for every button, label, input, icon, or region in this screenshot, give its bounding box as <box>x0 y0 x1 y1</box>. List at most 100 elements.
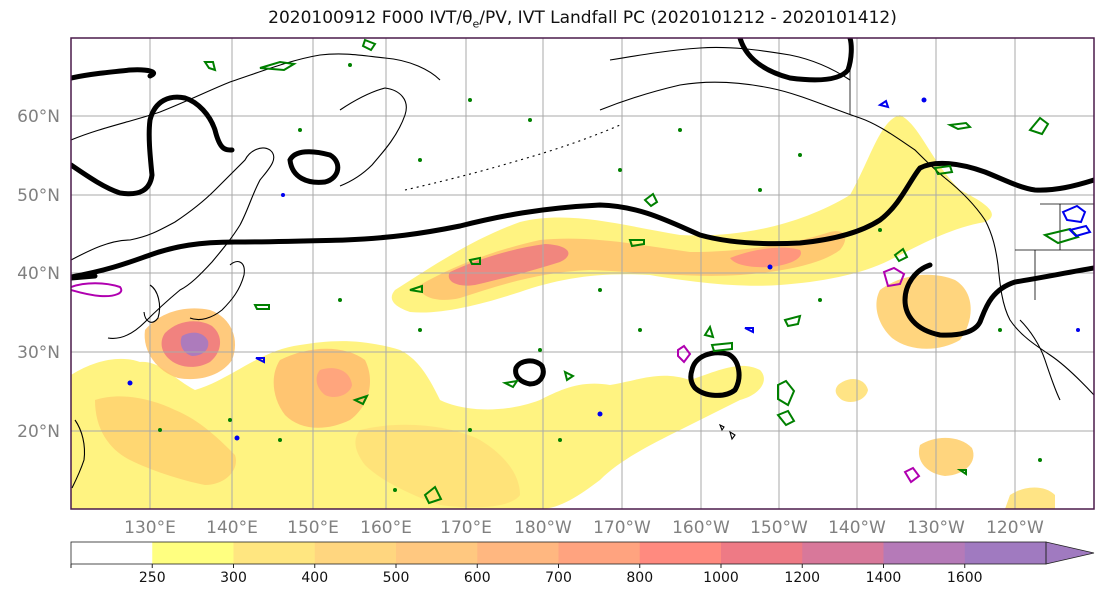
theta-e-contours <box>203 38 1080 505</box>
lon-label-140w: 140°W <box>828 518 886 538</box>
green-contour-2 <box>203 61 217 72</box>
ivt-region-ar-core <box>448 244 569 286</box>
magenta-contour-south <box>903 466 921 484</box>
lon-label-120w: 120°W <box>986 518 1044 538</box>
colorbar-segment <box>802 542 884 564</box>
ivt-region-east-small <box>835 378 868 402</box>
pv-contour-east-cutoff <box>902 262 1094 338</box>
lat-label-20n: 20°N <box>17 422 60 442</box>
green-contour-4 <box>1028 116 1050 136</box>
green-contour-7 <box>777 379 796 407</box>
lon-label-170e: 170°E <box>440 518 492 538</box>
pv-contour-top-left <box>71 67 157 81</box>
map-panel <box>70 37 1095 510</box>
ivt-region-ar-core-east <box>730 247 801 268</box>
colorbar-segment <box>558 542 641 564</box>
colorbar-segment <box>639 542 722 564</box>
coast-asia-north <box>71 53 441 141</box>
map-title: 2020100912 F000 IVT/θe/PV, IVT Landfall … <box>0 8 1105 30</box>
pv-contour-left-edge <box>71 273 98 281</box>
green-contour-18 <box>628 239 645 248</box>
pv-contour-ring-center <box>688 350 742 398</box>
green-contour-1 <box>259 60 297 72</box>
ivt-shading <box>71 115 1055 509</box>
green-contour-6 <box>1042 227 1080 245</box>
lon-label-160w: 160°W <box>672 518 730 538</box>
colorbar-segment <box>477 542 559 564</box>
colorbar-segment <box>721 542 803 564</box>
colorbar-segment <box>314 542 397 564</box>
colorbar-label: 600 <box>464 570 491 586</box>
lat-label-60n: 60°N <box>17 107 60 127</box>
coast-kamchatka <box>339 87 407 187</box>
coastlines <box>71 38 1094 489</box>
lon-label-130w: 130°W <box>907 518 965 538</box>
coast-asia <box>71 147 275 339</box>
green-contour-20 <box>253 304 270 310</box>
blue-contour-2 <box>1068 224 1092 238</box>
green-contour-11 <box>703 324 715 339</box>
scattered-points-blue <box>127 97 1080 441</box>
colorbar-segment <box>233 542 316 564</box>
green-contour-5 <box>946 121 973 131</box>
green-contour-22 <box>563 370 575 382</box>
coast-alaska-north <box>609 46 851 81</box>
blue-contour-1 <box>1061 204 1087 224</box>
ivt-region-east-tropical <box>918 437 974 476</box>
green-contour-13 <box>643 192 659 208</box>
green-contour-19 <box>468 256 481 265</box>
magenta-contour-center <box>677 344 692 364</box>
lat-label-40n: 40°N <box>17 264 60 284</box>
coast-japan <box>189 261 245 321</box>
latitude-labels: 60°N 50°N 40°N 30°N 20°N <box>17 107 60 442</box>
ivt-region-east-cutoff <box>876 274 971 349</box>
graticule <box>71 38 1094 509</box>
map-frame <box>70 37 1095 510</box>
colorbar-segment <box>964 542 1047 564</box>
coast-north-america-west <box>944 177 1094 396</box>
green-contour-14 <box>352 394 369 406</box>
colorbar-extend-arrow <box>1045 541 1095 565</box>
blue-contour-3 <box>877 99 890 109</box>
pv-contour-north-arc <box>737 38 854 83</box>
ivt-region-west-tropics <box>71 341 764 509</box>
pv-blue-contours <box>255 99 1092 364</box>
colorbar-label: 250 <box>139 570 166 586</box>
coast-alaska <box>599 81 946 179</box>
colorbar-label: 1400 <box>866 570 902 586</box>
ivt-region-west-tropics-inner <box>95 396 236 485</box>
green-contour-3 <box>361 38 377 52</box>
colorbar-label: 500 <box>383 570 410 586</box>
green-contour-15 <box>501 379 520 389</box>
coast-korea <box>143 284 161 323</box>
lon-label-170w: 170°W <box>593 518 651 538</box>
lon-label-140e: 140°E <box>206 518 258 538</box>
blue-contour-4 <box>744 327 754 334</box>
green-contour-9 <box>423 485 443 505</box>
pv-contour-ring-north <box>287 149 341 185</box>
green-contour-21 <box>409 284 423 294</box>
colorbar-segment <box>883 542 966 564</box>
colorbar-label: 400 <box>301 570 328 586</box>
green-contour-17 <box>933 164 954 176</box>
pv-contour-ring-small <box>513 358 546 387</box>
colorbar-label: 800 <box>626 570 653 586</box>
green-contour-12 <box>710 341 733 353</box>
coast-baja <box>1019 319 1061 401</box>
title-suffix: /PV, IVT Landfall PC (2020101212 - 20201… <box>479 8 897 28</box>
lon-label-130e: 130°E <box>124 518 176 538</box>
pv-contours <box>71 38 1094 398</box>
longitude-labels: 130°E 140°E 150°E 160°E 170°E 180°W 170°… <box>124 518 1044 538</box>
ivt-region-subtropics-band <box>355 424 520 508</box>
lon-label-150w: 150°W <box>750 518 808 538</box>
colorbar-label: 300 <box>220 570 247 586</box>
colorbar-segment <box>396 542 478 564</box>
lon-label-180w: 180°W <box>514 518 572 538</box>
ivt-region-midocean-core-inner <box>316 368 352 397</box>
lon-label-150e: 150°E <box>287 518 339 538</box>
green-contour-10 <box>783 314 802 328</box>
magenta-contour-east <box>882 266 906 288</box>
coast-hawaii <box>718 423 736 441</box>
border-us-states <box>1015 204 1094 300</box>
lat-label-50n: 50°N <box>17 186 60 206</box>
